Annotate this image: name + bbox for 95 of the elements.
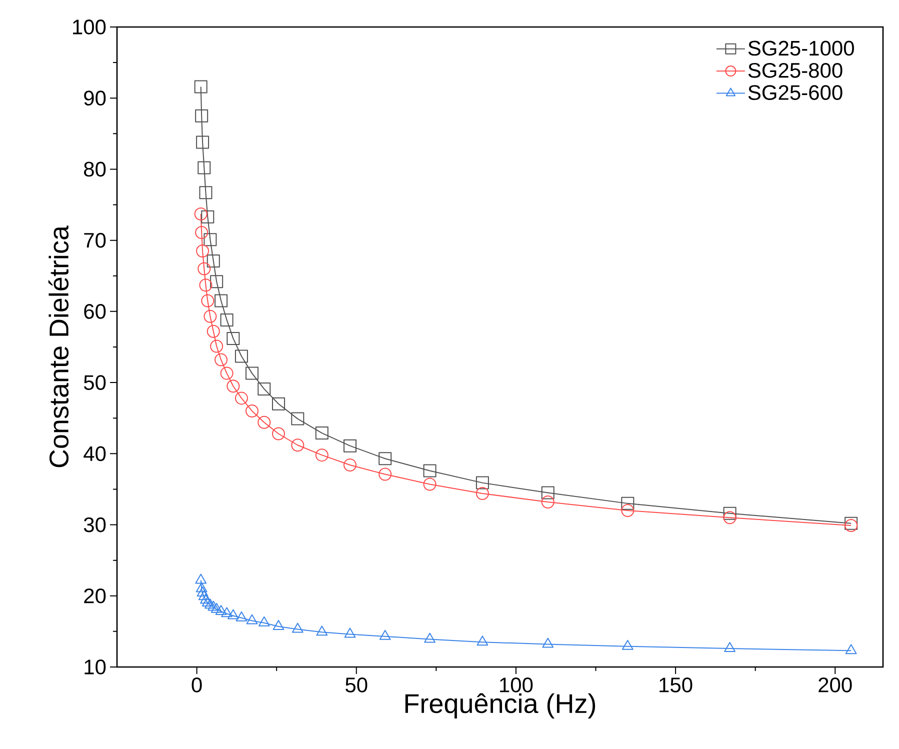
- y-tick-label: 40: [84, 446, 106, 462]
- point: [258, 416, 271, 429]
- point: [316, 626, 328, 636]
- point: [621, 504, 634, 518]
- point: [291, 412, 304, 426]
- point: [379, 630, 391, 640]
- point: [476, 476, 489, 490]
- legend-label: SG25-800: [748, 62, 842, 78]
- x-tick-label: 50: [346, 678, 368, 692]
- point: [214, 353, 228, 366]
- point: [198, 262, 211, 276]
- point: [234, 350, 248, 363]
- y-tick-label: 60: [84, 304, 106, 319]
- point: [344, 439, 356, 452]
- point: [198, 590, 210, 600]
- point: [195, 226, 208, 240]
- point: [723, 511, 736, 524]
- point: [424, 632, 436, 643]
- point: [272, 620, 284, 630]
- point: [206, 254, 220, 268]
- point: [199, 186, 212, 200]
- legend-label: SG25-600: [748, 85, 842, 100]
- point: [221, 607, 232, 618]
- y-tick-label: 50: [84, 375, 106, 390]
- point: [204, 310, 217, 323]
- point: [541, 496, 554, 509]
- point: [291, 438, 304, 452]
- y-tick-label: 70: [84, 232, 106, 248]
- point: [344, 458, 356, 472]
- point: [541, 486, 554, 500]
- point: [236, 611, 248, 622]
- point: [201, 210, 214, 224]
- point: [220, 366, 234, 380]
- y-tick-label: 20: [84, 588, 106, 604]
- y-axis-title: Constante Dielétrica: [48, 225, 69, 468]
- point: [272, 427, 286, 440]
- point: [208, 600, 220, 611]
- point: [258, 616, 270, 626]
- point: [196, 586, 208, 597]
- point: [845, 644, 857, 654]
- point: [226, 380, 240, 393]
- y-tick-label: 30: [84, 517, 106, 532]
- point: [199, 278, 212, 292]
- point: [227, 609, 239, 620]
- point: [476, 636, 488, 646]
- point: [621, 496, 634, 510]
- point: [246, 614, 258, 624]
- point: [194, 208, 208, 221]
- point: [542, 638, 554, 648]
- point: [622, 640, 634, 650]
- point: [246, 404, 259, 418]
- point: [210, 275, 224, 288]
- point: [344, 628, 356, 638]
- point: [195, 109, 208, 122]
- point: [215, 605, 227, 616]
- point: [204, 598, 216, 609]
- point: [724, 642, 736, 652]
- point: [423, 478, 436, 491]
- x-tick-label: 150: [660, 678, 692, 692]
- x-axis-title: Frequência (Hz): [405, 693, 596, 719]
- point: [315, 426, 328, 440]
- point: [198, 161, 211, 174]
- point: [246, 366, 259, 380]
- point: [196, 244, 210, 258]
- point: [315, 448, 328, 462]
- y-tick-label: 80: [84, 162, 106, 177]
- point: [210, 340, 224, 353]
- point: [378, 468, 392, 481]
- point: [195, 574, 207, 584]
- point: [220, 313, 234, 326]
- x-tick-label: 200: [818, 678, 852, 692]
- point: [423, 464, 436, 478]
- y-tick-label: 100: [73, 20, 106, 34]
- point: [206, 324, 220, 338]
- point: [194, 80, 208, 94]
- point: [292, 622, 304, 633]
- point: [723, 506, 736, 520]
- point: [378, 452, 392, 466]
- point: [201, 294, 214, 308]
- y-tick-label: 10: [84, 660, 106, 674]
- point: [476, 486, 489, 500]
- point: [202, 596, 214, 606]
- point: [200, 594, 212, 604]
- point: [272, 397, 286, 410]
- legend-label: SG25-1000: [748, 40, 854, 56]
- point: [214, 294, 228, 308]
- point: [204, 233, 217, 246]
- x-tick-label: 0: [192, 678, 202, 692]
- point: [234, 392, 248, 405]
- point: [210, 602, 222, 613]
- point: [226, 332, 240, 345]
- x-tick-label: 100: [500, 678, 533, 692]
- point: [196, 136, 210, 149]
- y-tick-label: 90: [84, 90, 106, 106]
- point: [258, 382, 271, 396]
